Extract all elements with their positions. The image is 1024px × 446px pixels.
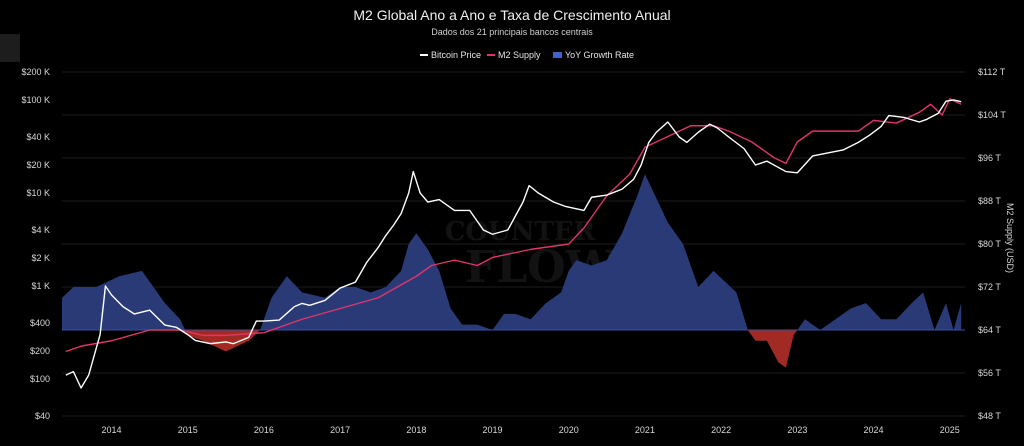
- yoy-growth-area: [62, 174, 965, 368]
- x-tick-label: 2023: [787, 425, 807, 435]
- m2-supply-series: [65, 98, 962, 353]
- x-tick-label: 2019: [483, 425, 503, 435]
- y-right-tick-label: $48 T: [978, 411, 1001, 421]
- y-right-tick-label: $56 T: [978, 368, 1001, 378]
- bitcoin-price-series: [65, 99, 962, 389]
- legend-item-yoy[interactable]: YoY Growth Rate: [553, 50, 634, 60]
- y-left-tick-label: $200: [30, 346, 50, 356]
- x-tick-label: 2021: [635, 425, 655, 435]
- y-left-tick-label: $40 K: [26, 132, 50, 142]
- legend-label-bitcoin: Bitcoin Price: [431, 50, 481, 60]
- legend-item-bitcoin[interactable]: Bitcoin Price: [420, 50, 481, 60]
- y-left-tick-label: $200 K: [21, 67, 50, 77]
- y-right-tick-label: $96 T: [978, 153, 1001, 163]
- y-right-tick-label: $112 T: [978, 67, 1006, 77]
- legend-item-m2[interactable]: M2 Supply: [487, 50, 541, 60]
- m2-supply-line: [65, 98, 962, 353]
- y-right-tick-label: $80 T: [978, 239, 1001, 249]
- y-left-tick-label: $40: [35, 411, 50, 421]
- legend-label-yoy: YoY Growth Rate: [565, 50, 634, 60]
- legend-swatch-yoy: [553, 52, 562, 58]
- x-tick-label: 2017: [330, 425, 350, 435]
- chart-title: M2 Global Ano a Ano e Taxa de Cresciment…: [353, 7, 670, 23]
- x-tick-label: 2018: [406, 425, 426, 435]
- yoy-positive-area: [62, 174, 962, 330]
- chart-subtitle: Dados dos 21 principais bancos centrais: [431, 27, 593, 37]
- y-left-tick-label: $400: [30, 318, 50, 328]
- y-left-tick-label: $4 K: [31, 225, 50, 235]
- x-tick-label: 2022: [711, 425, 731, 435]
- x-tick-label: 2024: [864, 425, 884, 435]
- y-right-tick-label: $72 T: [978, 282, 1001, 292]
- side-panel-tab[interactable]: [0, 34, 20, 62]
- y-right-tick-label: $88 T: [978, 196, 1001, 206]
- legend: Bitcoin Price M2 Supply YoY Growth Rate: [420, 50, 634, 60]
- y-left-tick-label: $1 K: [31, 281, 50, 291]
- x-tick-label: 2016: [254, 425, 274, 435]
- y-left-tick-label: $20 K: [26, 160, 50, 170]
- x-tick-label: 2014: [102, 425, 122, 435]
- y-right-axis: $48 T $56 T $64 T $72 T $80 T $88 T $96 T $104 …: [978, 67, 1006, 421]
- y-left-tick-label: $10 K: [26, 188, 50, 198]
- y-right-axis-title: M2 Supply (USD): [1005, 203, 1015, 273]
- y-left-tick-label: $2 K: [31, 253, 50, 263]
- y-right-tick-label: $64 T: [978, 325, 1001, 335]
- x-tick-label: 2020: [559, 425, 579, 435]
- y-left-tick-label: $100: [30, 374, 50, 384]
- gridlines: [62, 71, 965, 417]
- x-tick-label: 2015: [178, 425, 198, 435]
- y-left-axis: $40 $100 $200 $400 $1 K $2 K $4 K $10 K $20 K $40…: [21, 67, 50, 421]
- x-tick-label: 2025: [940, 425, 960, 435]
- x-axis: 2014 2015 2016 2017 2018 2019 2020 2021 2022 2023…: [102, 425, 960, 435]
- legend-label-m2: M2 Supply: [498, 50, 541, 60]
- y-left-tick-label: $100 K: [21, 95, 50, 105]
- yoy-negative-area: [62, 330, 962, 368]
- y-right-tick-label: $104 T: [978, 110, 1006, 120]
- bitcoin-price-line: [65, 99, 962, 389]
